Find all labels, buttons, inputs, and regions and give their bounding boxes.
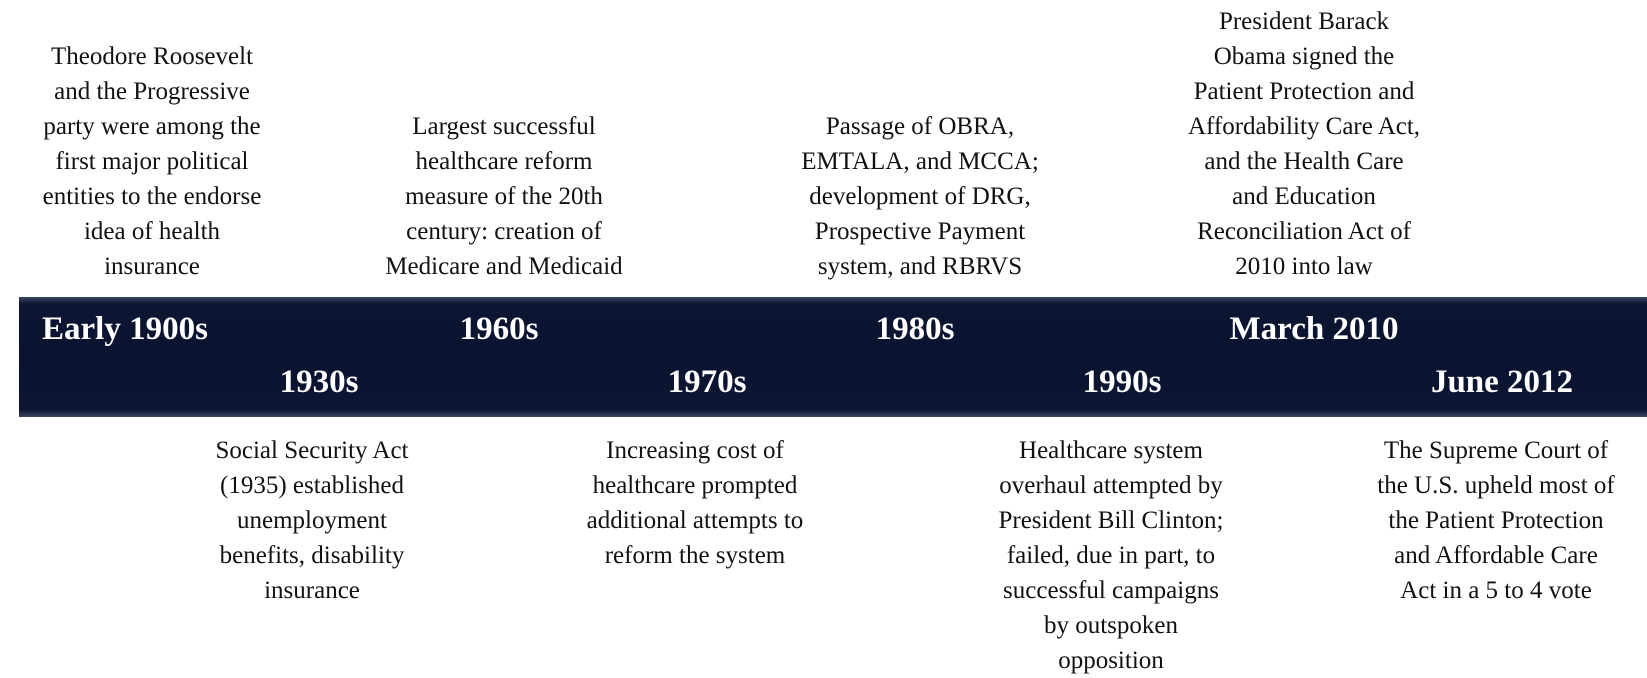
description-line: successful campaigns: [1003, 577, 1219, 604]
event-description: Passage of OBRA, EMTALA, and MCCA; develop…: [760, 109, 1080, 284]
description-line: unemployment: [237, 507, 387, 534]
description-line: party were among the: [43, 113, 261, 140]
description-line: insurance: [264, 577, 360, 604]
description-line: additional attempts to: [586, 507, 804, 534]
event-date: 1970s: [667, 364, 747, 400]
event-date: 1960s: [459, 311, 539, 347]
description-line: measure of the 20th: [405, 183, 603, 210]
description-line: system, and RBRVS: [817, 253, 1023, 280]
description-line: EMTALA, and MCCA;: [801, 148, 1039, 175]
description-line: overhaul attempted by: [999, 472, 1223, 499]
description-line: insurance: [104, 253, 200, 280]
event-date: June 2012: [1430, 364, 1574, 400]
description-line: first major political: [55, 148, 249, 175]
event-description: Largest successful healthcare reform measu…: [344, 109, 664, 284]
timeline-band: [19, 297, 1647, 417]
event-date: March 2010: [1229, 311, 1399, 347]
description-line: Patient Protection and: [1193, 78, 1415, 105]
description-line: entities to the endorse: [42, 183, 262, 210]
description-line: President Barack: [1218, 8, 1390, 35]
description-line: Medicare and Medicaid: [385, 253, 623, 280]
description-line: idea of health: [83, 218, 221, 245]
description-line: Prospective Payment: [814, 218, 1026, 245]
description-line: development of DRG,: [809, 183, 1031, 210]
description-line: Affordability Care Act,: [1187, 113, 1421, 140]
description-line: Increasing cost of: [606, 437, 784, 464]
event-description: Theodore Roosevelt and the Progressive par…: [0, 39, 312, 284]
description-line: healthcare reform: [415, 148, 593, 175]
description-line: Reconciliation Act of: [1197, 218, 1411, 245]
description-line: Theodore Roosevelt: [50, 43, 254, 70]
description-line: the U.S. upheld most of: [1377, 472, 1615, 499]
description-line: and Affordable Care: [1394, 542, 1598, 569]
description-line: opposition: [1058, 647, 1164, 674]
description-line: century: creation of: [406, 218, 602, 245]
description-line: Act in a 5 to 4 vote: [1400, 577, 1592, 604]
event-description: Increasing cost of healthcare prompted add…: [535, 433, 855, 573]
event-date: Early 1900s: [42, 311, 208, 347]
description-line: the Patient Protection: [1388, 507, 1604, 534]
event-description: Healthcare system overhaul attempted by Pr…: [951, 433, 1271, 678]
description-line: Healthcare system: [1019, 437, 1203, 464]
description-line: 2010 into law: [1235, 253, 1373, 280]
description-line: Obama signed the: [1213, 43, 1395, 70]
event-description: The Supreme Court of the U.S. upheld most…: [1336, 433, 1647, 608]
description-line: failed, due in part, to: [1006, 542, 1216, 569]
description-line: benefits, disability: [219, 542, 405, 569]
description-line: Social Security Act: [215, 437, 409, 464]
description-line: and the Progressive: [54, 78, 250, 105]
event-date: 1930s: [279, 364, 359, 400]
event-date: 1990s: [1082, 364, 1162, 400]
description-line: reform the system: [604, 542, 786, 569]
description-line: and Education: [1232, 183, 1376, 210]
description-line: healthcare prompted: [592, 472, 798, 499]
description-line: The Supreme Court of: [1383, 437, 1609, 464]
event-description: Social Security Act (1935) established une…: [152, 433, 472, 608]
description-line: (1935) established: [220, 472, 404, 499]
description-line: Largest successful: [412, 113, 596, 140]
description-line: President Bill Clinton;: [998, 507, 1224, 534]
description-line: by outspoken: [1043, 612, 1179, 639]
description-line: and the Health Care: [1204, 148, 1404, 175]
description-line: Passage of OBRA,: [825, 113, 1015, 140]
event-date: 1980s: [875, 311, 955, 347]
event-description: President Barack Obama signed the Patient …: [1144, 4, 1464, 284]
